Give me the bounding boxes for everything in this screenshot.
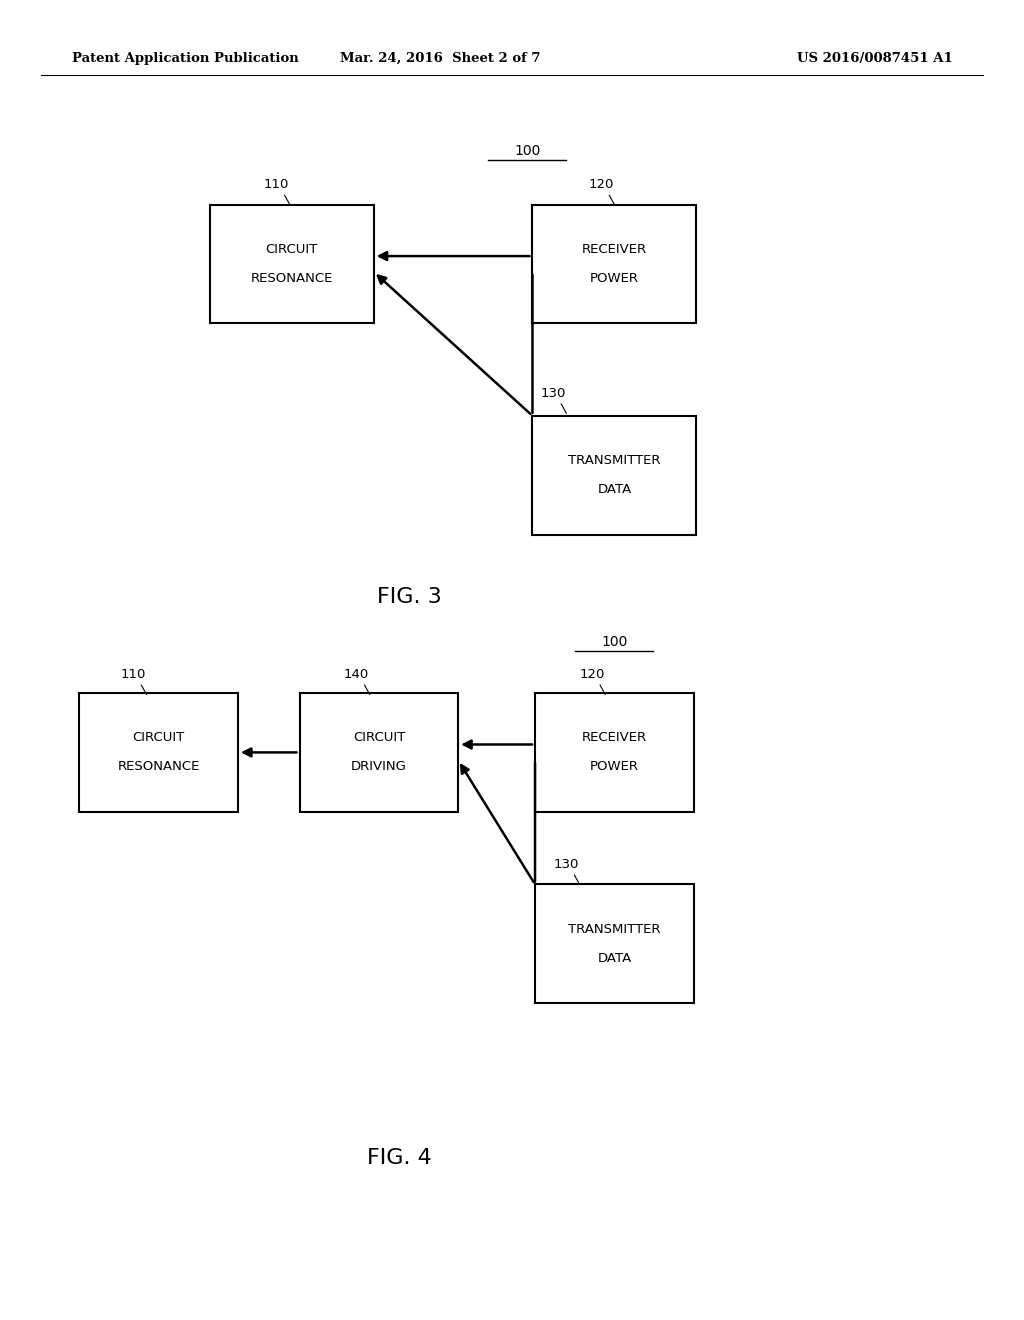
Bar — [535, 693, 694, 812]
Text: FIG. 4: FIG. 4 — [367, 1147, 432, 1168]
Text: 120: 120 — [580, 668, 604, 681]
Text: TRANSMITTER: TRANSMITTER — [568, 454, 660, 467]
Text: RECEIVER: RECEIVER — [582, 731, 647, 744]
Bar — [299, 693, 459, 812]
Text: CIRCUIT: CIRCUIT — [352, 731, 406, 744]
Text: DATA: DATA — [597, 483, 632, 496]
Text: Patent Application Publication: Patent Application Publication — [72, 51, 298, 65]
Bar — [535, 884, 694, 1003]
Text: 110: 110 — [121, 668, 145, 681]
Text: Mar. 24, 2016  Sheet 2 of 7: Mar. 24, 2016 Sheet 2 of 7 — [340, 51, 541, 65]
Text: POWER: POWER — [590, 760, 639, 774]
Text: RESONANCE: RESONANCE — [251, 272, 333, 285]
Text: POWER: POWER — [590, 272, 639, 285]
Text: 130: 130 — [554, 858, 579, 871]
Text: DATA: DATA — [597, 952, 632, 965]
Text: TRANSMITTER: TRANSMITTER — [568, 923, 660, 936]
Bar — [532, 416, 696, 535]
Text: FIG. 3: FIG. 3 — [377, 586, 442, 607]
Bar — [532, 205, 696, 323]
Bar — [80, 693, 238, 812]
Text: US 2016/0087451 A1: US 2016/0087451 A1 — [797, 51, 952, 65]
Text: CIRCUIT: CIRCUIT — [132, 731, 185, 744]
Text: DRIVING: DRIVING — [351, 760, 407, 774]
Text: RESONANCE: RESONANCE — [118, 760, 200, 774]
Text: 110: 110 — [264, 178, 289, 191]
Text: 120: 120 — [589, 178, 613, 191]
Text: RECEIVER: RECEIVER — [582, 243, 647, 256]
Text: CIRCUIT: CIRCUIT — [265, 243, 318, 256]
Text: 130: 130 — [541, 387, 565, 400]
Bar — [210, 205, 374, 323]
Text: 100: 100 — [601, 635, 628, 649]
Text: 140: 140 — [344, 668, 369, 681]
Text: 100: 100 — [514, 144, 541, 158]
